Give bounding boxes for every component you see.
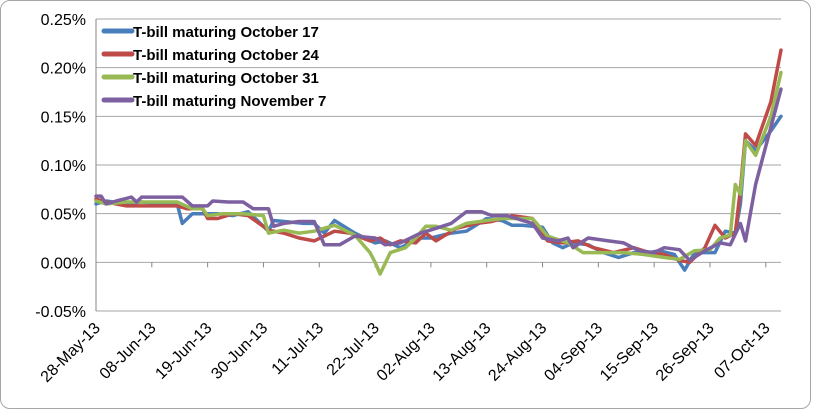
legend-label: T-bill maturing October 24 <box>133 47 320 64</box>
series-line <box>94 48 783 265</box>
y-tick-label: 0.05% <box>41 207 86 224</box>
y-tick-label: 0.00% <box>41 255 86 272</box>
series-line <box>94 114 783 272</box>
legend: T-bill maturing October 17 T-bill maturin… <box>101 24 326 110</box>
x-tick-label: 02-Aug-13 <box>374 320 439 385</box>
y-axis: 0.25% 0.20% 0.15% 0.10% 0.05% 0.00% -0.05% <box>35 12 97 321</box>
y-tick-label: 0.10% <box>41 158 86 175</box>
y-tick-label: 0.20% <box>41 61 86 78</box>
x-tick-label: 07-Oct-13 <box>711 320 773 382</box>
x-tick-label: 13-Aug-13 <box>430 320 495 385</box>
y-tick-label: 0.15% <box>41 109 86 126</box>
legend-label: T-bill maturing October 17 <box>133 24 319 41</box>
legend-label: T-bill maturing November 7 <box>133 93 326 110</box>
x-tick-label: 08-Jun-13 <box>97 320 160 383</box>
x-tick-label: 30-Jun-13 <box>208 320 271 383</box>
x-tick-label: 15-Sep-13 <box>597 320 662 385</box>
x-tick-label: 24-Aug-13 <box>485 320 550 385</box>
legend-label: T-bill maturing October 31 <box>133 70 319 87</box>
y-tick-label: 0.25% <box>41 12 86 29</box>
x-tick-label: 19-Jun-13 <box>152 320 215 383</box>
x-tick-label: 04-Sep-13 <box>541 320 606 385</box>
series-line <box>94 87 783 263</box>
x-tick-label: 28-May-13 <box>38 320 104 386</box>
x-tick-label: 11-Jul-13 <box>269 320 327 378</box>
x-tick-label: 22-Jul-13 <box>324 320 383 379</box>
series-lines <box>94 48 783 276</box>
x-tick-label: 26-Sep-13 <box>653 320 718 385</box>
y-tick-label: -0.05% <box>35 304 86 321</box>
x-axis: 28-May-1308-Jun-1319-Jun-1330-Jun-1311-J… <box>38 262 774 386</box>
